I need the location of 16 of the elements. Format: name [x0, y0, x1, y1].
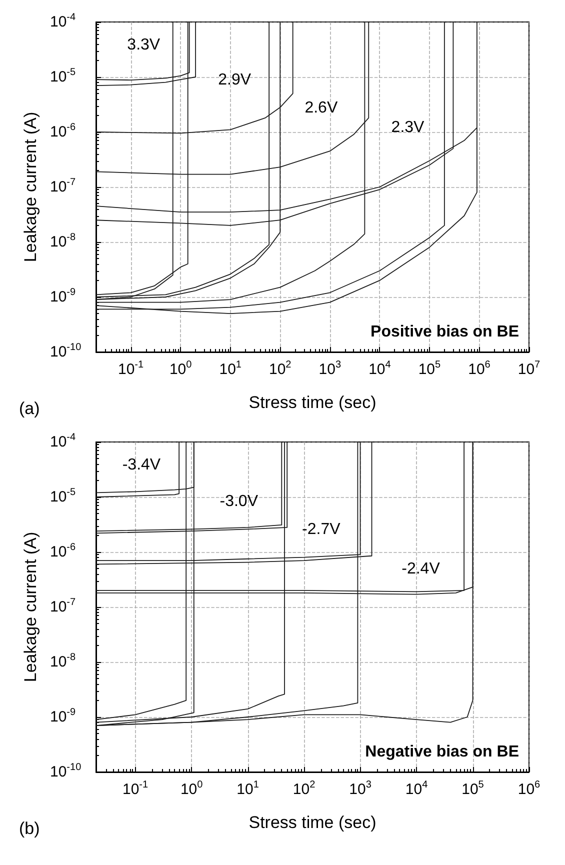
annotation: 2.9V	[218, 72, 252, 89]
annotation: 2.6V	[304, 99, 338, 116]
text: (a)	[19, 399, 40, 418]
text: (b)	[19, 819, 40, 838]
y-axis-title: Leakage current (A)	[21, 112, 40, 262]
annotation: Negative bias on BE	[365, 744, 520, 760]
annotation: -2.4V	[402, 560, 440, 578]
annotation: -2.7V	[302, 520, 341, 538]
annotation: -3.0V	[220, 492, 258, 510]
annotation: Positive bias on BE	[370, 324, 520, 340]
annotation: 3.3V	[127, 36, 160, 54]
x-axis-title: Stress time (sec)	[248, 813, 376, 832]
x-axis-title: Stress time (sec)	[248, 393, 376, 412]
annotation: 2.3V	[391, 119, 425, 136]
y-axis-title: Leakage current (A)	[21, 532, 40, 682]
annotation: -3.4V	[122, 456, 161, 474]
